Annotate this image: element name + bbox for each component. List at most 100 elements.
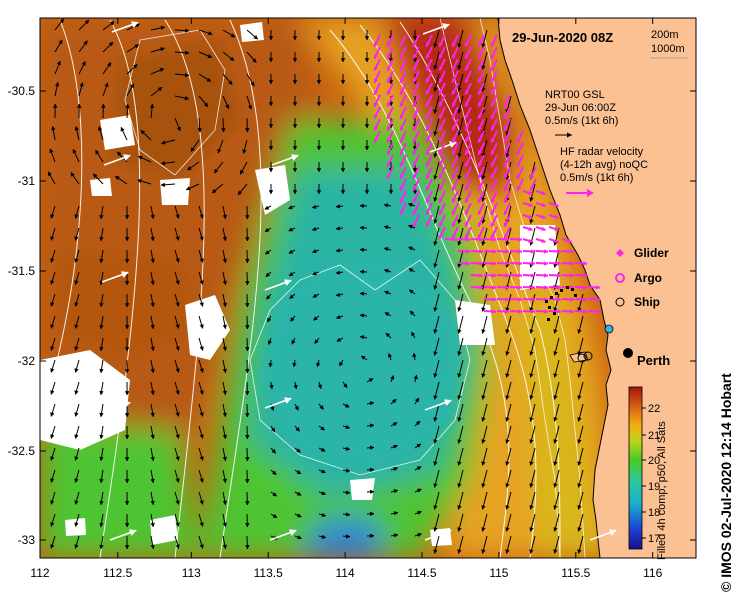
velocity-arrow-head — [439, 198, 444, 204]
velocity-arrow-head — [504, 174, 509, 180]
velocity-arrow-head — [577, 461, 582, 466]
velocity-arrow-head — [364, 146, 370, 151]
velocity-arrow-head — [457, 483, 462, 488]
velocity-arrow-head — [345, 534, 351, 539]
velocity-arrow-head — [528, 226, 534, 231]
velocity-arrow-head — [74, 456, 79, 462]
velocity-arrow-head — [268, 168, 274, 173]
velocity-arrow-head — [478, 210, 483, 216]
velocity-arrow-head — [433, 87, 438, 92]
legend-ship: Ship — [634, 295, 660, 309]
velocity-arrow-head — [577, 329, 582, 334]
velocity-arrow-head — [314, 339, 319, 344]
velocity-arrow-head — [187, 165, 192, 171]
velocity-arrow-head — [79, 81, 84, 87]
velocity-arrow-head — [175, 456, 180, 462]
velocity-arrow-head — [553, 461, 558, 466]
velocity-arrow-head — [99, 236, 104, 242]
velocity-arrow-head — [412, 352, 417, 358]
velocity-arrow-head — [413, 186, 418, 192]
velocity-arrow-head — [400, 54, 405, 60]
velocity-arrow-head — [452, 198, 457, 204]
velocity-arrow-head — [481, 527, 486, 532]
velocity-arrow-head — [529, 219, 534, 224]
velocity-arrow-head — [529, 483, 534, 488]
velocity-arrow-head — [457, 395, 462, 400]
velocity-arrow-head — [577, 351, 582, 356]
velocity-arrow-head — [190, 147, 196, 152]
velocity-arrow-head — [505, 483, 510, 488]
velocity-arrow-head — [504, 198, 509, 204]
velocity-arrow-head — [408, 289, 414, 294]
velocity-arrow-head — [157, 86, 163, 92]
velocity-arrow-head — [374, 126, 379, 132]
velocity-arrow-head — [529, 329, 534, 334]
velocity-arrow-head — [359, 225, 364, 231]
velocity-arrow-head — [271, 470, 277, 476]
velocity-arrow-head — [478, 198, 483, 204]
velocity-arrow-head — [557, 285, 562, 290]
velocity-arrow-head — [58, 39, 63, 45]
velocity-arrow-head — [292, 168, 298, 173]
velocity-arrow-head — [124, 303, 130, 308]
velocity-arrow-head — [50, 390, 55, 395]
velocity-arrow-head — [99, 302, 104, 308]
velocity-arrow-head — [230, 33, 236, 38]
velocity-arrow-head — [491, 198, 496, 204]
colorbar-caption: Filled 4h comp, p50, All Sats — [656, 421, 668, 560]
velocity-arrow-head — [457, 65, 462, 70]
velocity-arrow-head — [433, 263, 438, 268]
velocity-arrow-head — [387, 126, 392, 132]
velocity-arrow-head — [517, 162, 522, 168]
colorbar-tick-label: 21 — [648, 430, 660, 442]
velocity-arrow-head — [505, 285, 510, 290]
velocity-arrow-head — [70, 172, 75, 177]
velocity-arrow-head — [374, 66, 379, 72]
velocity-arrow-head — [491, 102, 496, 108]
velocity-arrow-head — [505, 395, 510, 400]
velocity-arrow-head — [345, 490, 351, 495]
velocity-arrow-head — [492, 297, 497, 302]
velocity-arrow-head — [505, 439, 510, 444]
velocity-arrow-head — [175, 544, 180, 550]
hf-label-2: (4-12h avg) noQC — [560, 159, 648, 171]
velocity-arrow-head — [452, 54, 457, 60]
velocity-arrow-head — [340, 80, 346, 85]
velocity-arrow-head — [478, 222, 483, 228]
velocity-arrow-head — [335, 204, 341, 209]
ship-symbol — [615, 297, 625, 307]
velocity-arrow-head — [99, 390, 104, 396]
velocity-arrow-head — [529, 505, 534, 510]
velocity-arrow-head — [413, 374, 418, 380]
velocity-arrow-head — [128, 529, 137, 536]
velocity-arrow-head — [160, 160, 166, 166]
velocity-arrow-head — [150, 544, 155, 550]
velocity-arrow-head — [221, 128, 226, 133]
velocity-arrow-head — [74, 125, 79, 131]
velocity-arrow-head — [478, 234, 483, 240]
velocity-arrow-head — [95, 149, 100, 155]
velocity-arrow-head — [222, 456, 227, 462]
velocity-arrow-head — [176, 126, 181, 132]
velocity-arrow-head — [311, 226, 317, 232]
velocity-arrow-head — [457, 219, 462, 224]
velocity-arrow-head — [266, 294, 271, 300]
velocity-arrow-head — [268, 124, 274, 129]
velocity-arrow-head — [74, 500, 79, 506]
velocity-arrow-head — [296, 491, 302, 496]
velocity-arrow-head — [530, 186, 535, 192]
velocity-arrow-head — [74, 522, 79, 528]
velocity-arrow-head — [505, 351, 510, 356]
velocity-arrow-head — [426, 42, 431, 48]
velocity-arrow-head — [478, 90, 483, 96]
velocity-arrow-head — [491, 210, 496, 216]
velocity-arrow-head — [439, 210, 444, 216]
velocity-arrow-head — [413, 78, 418, 84]
velocity-arrow-head — [457, 175, 462, 180]
velocity-arrow-head — [465, 222, 470, 228]
velocity-arrow-head — [557, 261, 562, 266]
velocity-arrow-head — [492, 273, 497, 278]
velocity-arrow-head — [465, 90, 470, 96]
depth-1000m: 1000m — [651, 43, 685, 55]
velocity-arrow-head — [530, 174, 535, 180]
